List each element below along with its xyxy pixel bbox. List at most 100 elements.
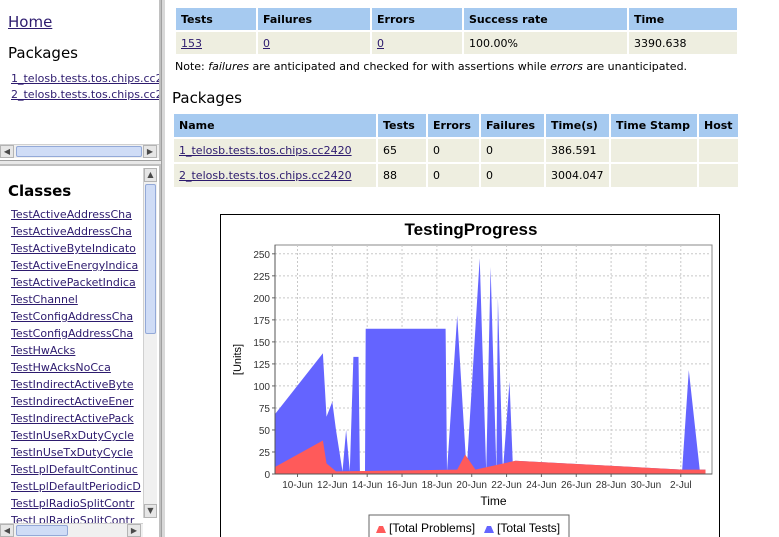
- y-tick-label: 175: [253, 316, 270, 327]
- scroll-right-icon[interactable]: ▶: [127, 524, 141, 537]
- column-header: Time: [629, 8, 737, 30]
- classes-vertical-scrollbar[interactable]: ▲ ▼: [143, 168, 157, 518]
- class-link[interactable]: TestActiveByteIndicato: [11, 242, 136, 255]
- series-area-total-problems: [275, 440, 706, 474]
- class-link[interactable]: TestActiveEnergyIndica: [11, 259, 139, 272]
- packages-frame-heading: Packages: [8, 44, 78, 62]
- class-link[interactable]: TestIndirectActivePack: [11, 412, 134, 425]
- class-link[interactable]: TestActivePacketIndica: [11, 276, 136, 289]
- column-header: Failures: [481, 114, 544, 137]
- list-item: TestActiveAddressCha: [11, 206, 141, 223]
- x-axis-label: Time: [480, 494, 507, 508]
- classes-frame: Classes TestActiveAddressCha TestActiveAd…: [0, 164, 161, 537]
- class-link[interactable]: TestActiveAddressCha: [11, 208, 132, 221]
- home-link[interactable]: Home: [8, 13, 53, 31]
- list-item: TestLplDefaultContinuc: [11, 461, 141, 478]
- y-tick-label: 25: [259, 448, 271, 459]
- failures-count-link[interactable]: 0: [263, 36, 270, 50]
- x-tick-label: 18-Jun: [422, 480, 453, 491]
- x-tick-label: 2-Jul: [670, 480, 692, 491]
- class-link[interactable]: TestHwAcks: [11, 344, 76, 357]
- scroll-right-icon[interactable]: ▶: [143, 145, 157, 158]
- package-link-2[interactable]: 2_telosb.tests.tos.chips.cc2420: [11, 88, 159, 101]
- main-content: Tests Failures Errors Success rate Time …: [166, 0, 779, 537]
- list-item: TestChannel: [11, 291, 141, 308]
- class-link[interactable]: TestLplRadioSplitContr: [11, 497, 135, 510]
- packages-table: Name Tests Errors Failures Time(s) Time …: [172, 112, 740, 189]
- scroll-left-icon[interactable]: ◀: [0, 145, 14, 158]
- chart-title: TestingProgress: [405, 220, 538, 239]
- package-row-link-1[interactable]: 1_telosb.tests.tos.chips.cc2420: [179, 144, 352, 157]
- legend-swatch-total-tests: [484, 526, 494, 533]
- errors-cell: 0: [428, 139, 479, 162]
- time-cell: 3004.047: [546, 164, 609, 187]
- list-item: TestConfigAddressCha: [11, 325, 141, 342]
- legend-label-total-tests: [Total Tests]: [497, 521, 560, 535]
- package-list: 1_telosb.tests.tos.chips.cc2420 2_telosb…: [11, 71, 159, 103]
- classes-heading: Classes: [8, 182, 72, 200]
- scroll-left-icon[interactable]: ◀: [0, 524, 14, 537]
- class-link[interactable]: TestIndirectActiveEner: [11, 395, 134, 408]
- class-link[interactable]: TestIndirectActiveByte: [11, 378, 134, 391]
- tests-cell: 65: [378, 139, 426, 162]
- list-item: TestIndirectActivePack: [11, 410, 141, 427]
- list-item: TestActivePacketIndica: [11, 274, 141, 291]
- errors-cell: 0: [428, 164, 479, 187]
- note-suffix: are unanticipated.: [582, 60, 688, 73]
- summary-table: Tests Failures Errors Success rate Time …: [174, 6, 739, 56]
- package-link-1[interactable]: 1_telosb.tests.tos.chips.cc2420: [11, 72, 159, 85]
- class-link[interactable]: TestConfigAddressCha: [11, 327, 134, 340]
- tests-count-link[interactable]: 153: [181, 36, 202, 50]
- table-row: 153 0 0 100.00% 3390.638: [176, 32, 737, 54]
- time-cell: 386.591: [546, 139, 609, 162]
- legend-label-total-problems: [Total Problems]: [389, 521, 475, 535]
- classes-horizontal-scrollbar[interactable]: ◀ ▶: [0, 523, 143, 537]
- y-tick-label: 50: [259, 426, 271, 437]
- scrollbar-thumb[interactable]: [16, 146, 142, 157]
- x-tick-label: 12-Jun: [317, 480, 348, 491]
- column-header: Failures: [258, 8, 370, 30]
- errors-count-link[interactable]: 0: [377, 36, 384, 50]
- legend-box: [368, 514, 570, 537]
- class-link[interactable]: TestActiveAddressCha: [11, 225, 132, 238]
- y-tick-label: 200: [253, 294, 270, 305]
- list-item: 1_telosb.tests.tos.chips.cc2420: [11, 71, 159, 87]
- y-tick-label: 250: [253, 250, 270, 261]
- class-link[interactable]: TestChannel: [11, 293, 78, 306]
- packages-frame: Home Packages 1_telosb.tests.tos.chips.c…: [0, 0, 161, 162]
- host-cell: [699, 164, 738, 187]
- scrollbar-thumb[interactable]: [16, 525, 68, 536]
- class-link[interactable]: TestLplDefaultPeriodicD: [11, 480, 141, 493]
- class-link[interactable]: TestLplDefaultContinuc: [11, 463, 138, 476]
- packages-section-heading: Packages: [172, 89, 242, 107]
- success-rate-cell: 100.00%: [464, 32, 627, 54]
- column-header: Tests: [378, 114, 426, 137]
- note-errors-word: errors: [550, 60, 583, 73]
- testing-progress-chart: TestingProgress 0 25 50 75 100 125 150 175 200 225…: [220, 214, 720, 537]
- table-header-row: Tests Failures Errors Success rate Time: [176, 8, 737, 30]
- name-cell: 2_telosb.tests.tos.chips.cc2420: [174, 164, 376, 187]
- scroll-down-icon[interactable]: ▼: [144, 504, 157, 518]
- class-link[interactable]: TestConfigAddressCha: [11, 310, 134, 323]
- note-prefix: Note:: [175, 60, 209, 73]
- column-header: Host: [699, 114, 738, 137]
- class-link[interactable]: TestInUseRxDutyCycle: [11, 429, 134, 442]
- x-tick-label: 16-Jun: [387, 480, 418, 491]
- vertical-frame-divider[interactable]: [161, 0, 165, 537]
- y-tick-label: 225: [253, 272, 270, 283]
- x-tick-label: 20-Jun: [456, 480, 487, 491]
- package-row-link-2[interactable]: 2_telosb.tests.tos.chips.cc2420: [179, 169, 352, 182]
- list-item: TestIndirectActiveEner: [11, 393, 141, 410]
- class-link[interactable]: TestInUseTxDutyCycle: [11, 446, 133, 459]
- scroll-up-icon[interactable]: ▲: [144, 168, 157, 182]
- list-item: TestActiveByteIndicato: [11, 240, 141, 257]
- class-link[interactable]: TestHwAcksNoCca: [11, 361, 111, 374]
- list-item: TestInUseTxDutyCycle: [11, 444, 141, 461]
- name-cell: 1_telosb.tests.tos.chips.cc2420: [174, 139, 376, 162]
- scrollbar-thumb[interactable]: [145, 184, 156, 334]
- note-text: Note: failures are anticipated and check…: [175, 60, 687, 73]
- failures-cell: 0: [481, 164, 544, 187]
- chart-svg: TestingProgress 0 25 50 75 100 125 150 175 200 225…: [232, 220, 713, 537]
- column-header: Errors: [372, 8, 462, 30]
- packages-horizontal-scrollbar[interactable]: ◀ ▶: [0, 144, 159, 158]
